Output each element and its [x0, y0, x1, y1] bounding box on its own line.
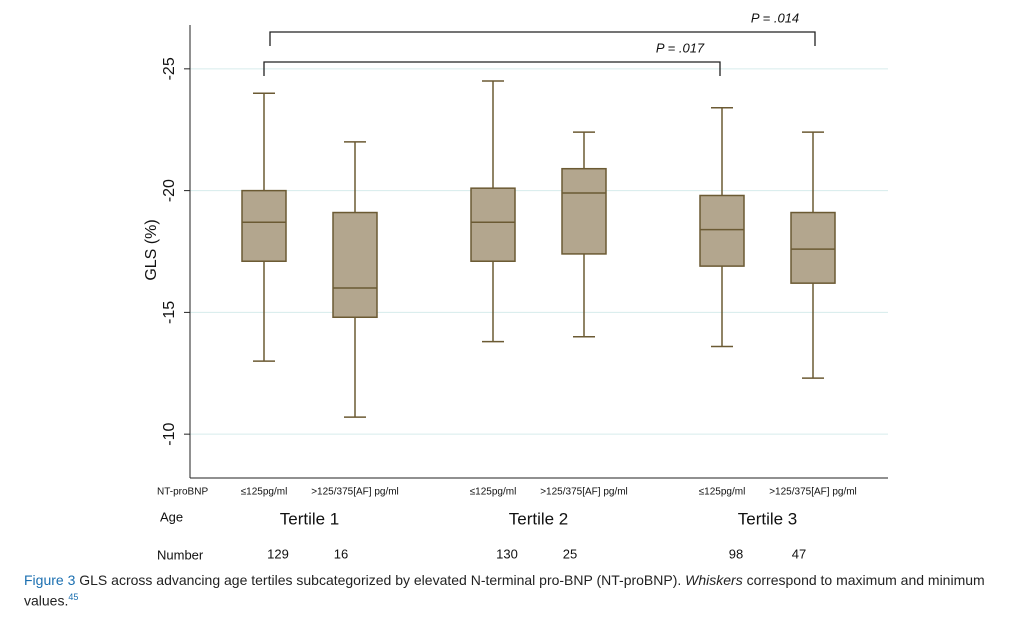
x-tick-label: ≤125pg/ml: [470, 487, 517, 498]
chart: GLS (%) NT-proBNP Age Number -25 -20 -15 -1…: [143, 10, 888, 562]
count-label: 98: [729, 546, 743, 561]
y-axis-label: GLS (%): [143, 219, 160, 280]
row-label: Age: [160, 509, 183, 524]
count-label: 25: [563, 546, 577, 561]
annotation: P = .014: [751, 10, 799, 25]
box: [790, 211, 836, 284]
group-label: Tertile 2: [509, 509, 569, 528]
y-tick-label: -20: [161, 179, 178, 202]
box: [332, 211, 378, 319]
caption: Figure 3 GLS across advancing age tertil…: [24, 572, 1014, 610]
y-tick-label: -25: [161, 57, 178, 80]
box: [470, 187, 516, 262]
caption-italic: Whiskers: [685, 572, 743, 588]
caption-text: correspond to maximum and minimum values…: [24, 572, 985, 609]
box: [699, 194, 745, 267]
caption-label: Figure 3: [24, 572, 76, 588]
box: [241, 189, 287, 262]
group-label: Tertile 1: [280, 509, 340, 528]
count-label: 129: [267, 546, 289, 561]
caption-text: GLS across advancing age tertiles subcat…: [75, 572, 686, 588]
count-label: 130: [496, 546, 518, 561]
x-tick-label: ≤125pg/ml: [241, 487, 288, 498]
x-tick-label: >125/375[AF] pg/ml: [769, 487, 857, 498]
count-label: 16: [334, 546, 348, 561]
row-label: Number: [157, 547, 204, 562]
group-label: Tertile 3: [738, 509, 798, 528]
row-label: NT-proBNP: [157, 487, 208, 498]
bracket: [263, 61, 721, 76]
y-tick-label: -15: [161, 301, 178, 324]
bracket: [269, 31, 816, 46]
x-tick-label: >125/375[AF] pg/ml: [540, 487, 628, 498]
count-label: 47: [792, 546, 806, 561]
y-tick-label: -10: [161, 422, 178, 445]
caption-ref: 45: [68, 592, 79, 602]
box: [561, 167, 607, 255]
x-tick-label: ≤125pg/ml: [699, 487, 746, 498]
annotation: P = .017: [656, 40, 705, 55]
x-tick-label: >125/375[AF] pg/ml: [311, 487, 399, 498]
